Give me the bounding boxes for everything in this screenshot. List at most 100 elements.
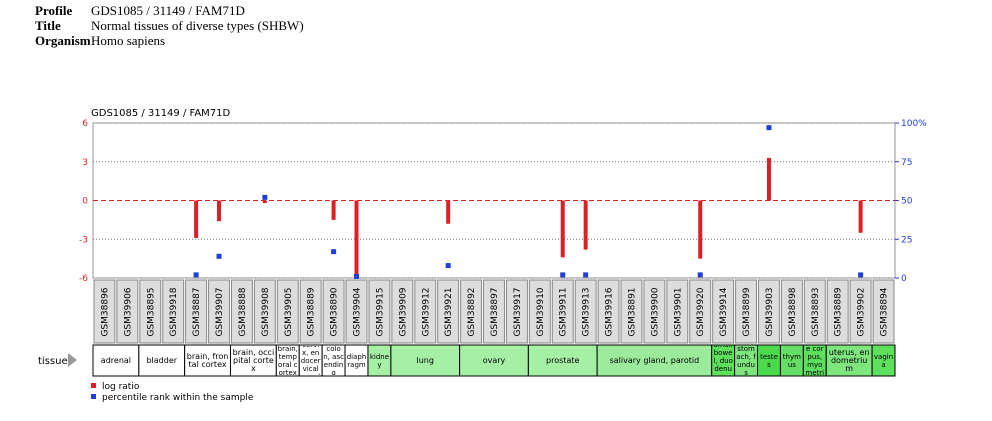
sample-box: [322, 279, 345, 344]
tissue-row-label: tissue: [38, 356, 68, 367]
sample-label: GSM39912: [421, 287, 431, 336]
sample-box: [689, 279, 712, 344]
tissue-box: [596, 344, 713, 377]
sample-box: [872, 279, 895, 344]
header-value: GDS1085 / 31149 / FAM71D: [91, 3, 245, 18]
sample-label: GSM39911: [559, 287, 569, 336]
y2-tick-label: 75: [901, 158, 912, 168]
header-value: Normal tissues of diverse types (SHBW): [91, 18, 304, 33]
sample-label: GSM39900: [650, 287, 660, 336]
bar: [446, 200, 451, 224]
tissue-label-box: thymus: [783, 353, 801, 369]
sample-box: [93, 279, 116, 344]
percentile-point: [262, 194, 268, 200]
tissue-label-box: brain, occipital cortex: [233, 348, 275, 372]
sample-label: GSM38897: [490, 287, 500, 336]
sample-label: GSM39918: [169, 287, 179, 336]
tissue-label: prostate: [546, 355, 580, 365]
sample-label: GSM38896: [100, 287, 110, 336]
sample-box: [299, 279, 322, 344]
tissue-label: cervix, endocervical canal: [300, 346, 321, 375]
y-tick-label: -3: [79, 235, 88, 245]
sample-box: [712, 279, 735, 344]
legend-label: percentile rank within the sample: [102, 393, 254, 403]
tissue-label-box: bladder: [146, 356, 177, 364]
tissue-arrow: [68, 353, 77, 367]
tissue-label: testes: [760, 352, 778, 369]
legend-swatch: [91, 394, 96, 399]
tissue-label: stomach, fundus: [736, 346, 756, 375]
y2-tick-label: 100%: [901, 119, 927, 129]
sample-box: [574, 279, 597, 344]
tissue-label-box: colon, ascending: [323, 346, 344, 375]
y2-tick-label: 25: [901, 235, 912, 245]
sample-box: [253, 279, 276, 344]
tissue-label-box: salivary gland, parotid: [609, 355, 700, 365]
bar: [262, 200, 267, 204]
tissue-label: brain, frontal cortex: [186, 351, 229, 369]
sample-label: GSM38888: [238, 287, 248, 336]
sample-label: GSM39903: [765, 287, 775, 336]
header-label: Profile: [35, 3, 73, 18]
sample-label: GSM38895: [146, 287, 156, 336]
tissue-label-box: cervix, endocervical canal: [300, 346, 321, 375]
sample-box: [620, 279, 643, 344]
sample-label: GSM38889: [834, 287, 844, 336]
sample-label: GSM39907: [215, 287, 225, 336]
y2-tick-label: 50: [901, 197, 913, 207]
y2-tick-label: 0: [901, 274, 907, 284]
sample-box: [597, 279, 620, 344]
sample-label: GSM39916: [605, 287, 615, 336]
tissue-label: uterine corpus, myometrium: [805, 346, 825, 375]
tissue-box: [92, 344, 140, 377]
tissue-label-box: stomach, fundus: [736, 346, 756, 375]
tissue-box: [459, 344, 529, 377]
y-tick-label: 3: [82, 158, 88, 168]
sample-box: [185, 279, 208, 344]
sample-box: [849, 279, 872, 344]
header-value: Homo sapiens: [91, 33, 165, 48]
sample-label: GSM38898: [788, 287, 798, 336]
tissue-label: salivary gland, parotid: [609, 355, 700, 365]
sample-box: [437, 279, 460, 344]
legend-label: log ratio: [102, 382, 140, 392]
sample-label: GSM39917: [513, 287, 523, 336]
chart-title: GDS1085 / 31149 / FAM71D: [91, 108, 231, 119]
percentile-point: [216, 253, 222, 259]
sample-label: GSM39914: [719, 287, 729, 336]
sample-box: [780, 279, 803, 344]
sample-box: [345, 279, 368, 344]
sample-label: GSM38894: [880, 287, 890, 336]
sample-box: [826, 279, 849, 344]
tissue-label: diaphragm: [346, 352, 367, 369]
sample-label: GSM39921: [444, 287, 454, 336]
tissue-label: brain, temporal cortex: [277, 346, 298, 375]
percentile-point: [583, 272, 589, 278]
bar: [583, 200, 588, 250]
sample-label: GSM38891: [627, 287, 637, 336]
tissue-label-box: diaphragm: [346, 352, 367, 369]
sample-label: GSM39901: [673, 287, 683, 336]
tissue-label-box: brain, temporal cortex: [277, 346, 298, 375]
sample-box: [551, 279, 574, 344]
percentile-point: [858, 272, 864, 278]
y-tick-label: -6: [79, 274, 88, 284]
percentile-point: [193, 272, 199, 278]
tissue-label-box: kidney: [370, 353, 389, 369]
bar: [194, 200, 199, 238]
tissue-box: [184, 344, 231, 377]
sample-label: GSM38892: [467, 287, 477, 336]
sample-box: [162, 279, 185, 344]
tissue-label: small bowel, duodenum: [713, 346, 733, 375]
tissue-label-box: adrenal: [101, 356, 131, 364]
sample-label: GSM38887: [192, 287, 202, 336]
sample-box: [803, 279, 826, 344]
sample-box: [460, 279, 483, 344]
sample-label: GSM39913: [582, 287, 592, 336]
sample-label: GSM38890: [330, 287, 340, 336]
bar: [766, 157, 771, 201]
sample-label: GSM39910: [536, 287, 546, 336]
sample-box: [643, 279, 666, 344]
tissue-label: uterus, endometrium: [828, 347, 870, 373]
legend-swatch: [91, 383, 96, 388]
